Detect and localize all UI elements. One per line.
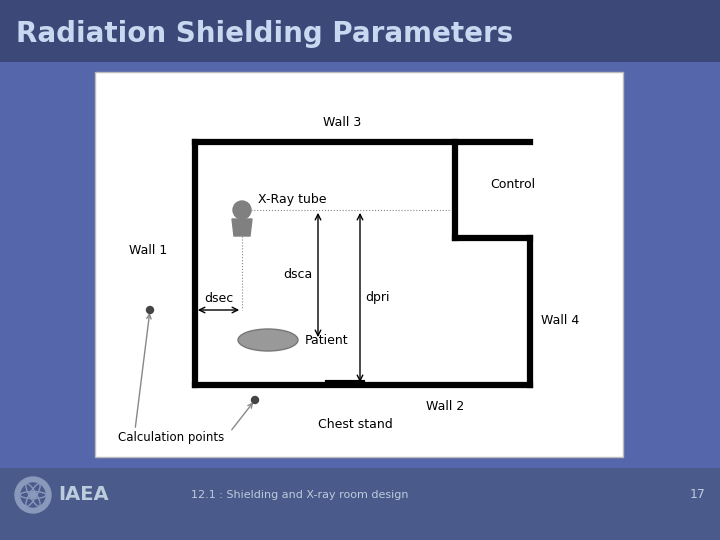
Bar: [95, 72, 623, 457]
Circle shape: [233, 201, 251, 219]
Text: dsca: dsca: [284, 268, 313, 281]
Text: 17: 17: [690, 489, 706, 502]
Text: Wall 4: Wall 4: [541, 314, 579, 327]
Text: Radiation Shielding Parameters: Radiation Shielding Parameters: [16, 20, 513, 48]
Circle shape: [15, 477, 51, 513]
Text: Chest stand: Chest stand: [318, 418, 392, 431]
Text: X-Ray tube: X-Ray tube: [258, 193, 326, 206]
Text: Wall 3: Wall 3: [323, 116, 361, 129]
Text: 12.1 : Shielding and X-ray room design: 12.1 : Shielding and X-ray room design: [192, 490, 409, 500]
Text: Control: Control: [490, 179, 535, 192]
Ellipse shape: [238, 329, 298, 351]
Bar: [0, 0, 720, 62]
Text: dsec: dsec: [204, 292, 233, 305]
Circle shape: [251, 396, 258, 403]
Text: Calculation points: Calculation points: [118, 431, 224, 444]
Circle shape: [21, 483, 45, 507]
Text: Patient: Patient: [305, 334, 348, 347]
Polygon shape: [232, 219, 252, 236]
Bar: [0, 468, 720, 540]
Text: Wall 2: Wall 2: [426, 401, 464, 414]
Text: Wall 1: Wall 1: [129, 244, 167, 256]
Circle shape: [30, 492, 36, 498]
Text: dpri: dpri: [365, 291, 390, 304]
Text: IAEA: IAEA: [58, 485, 109, 504]
Circle shape: [146, 307, 153, 314]
